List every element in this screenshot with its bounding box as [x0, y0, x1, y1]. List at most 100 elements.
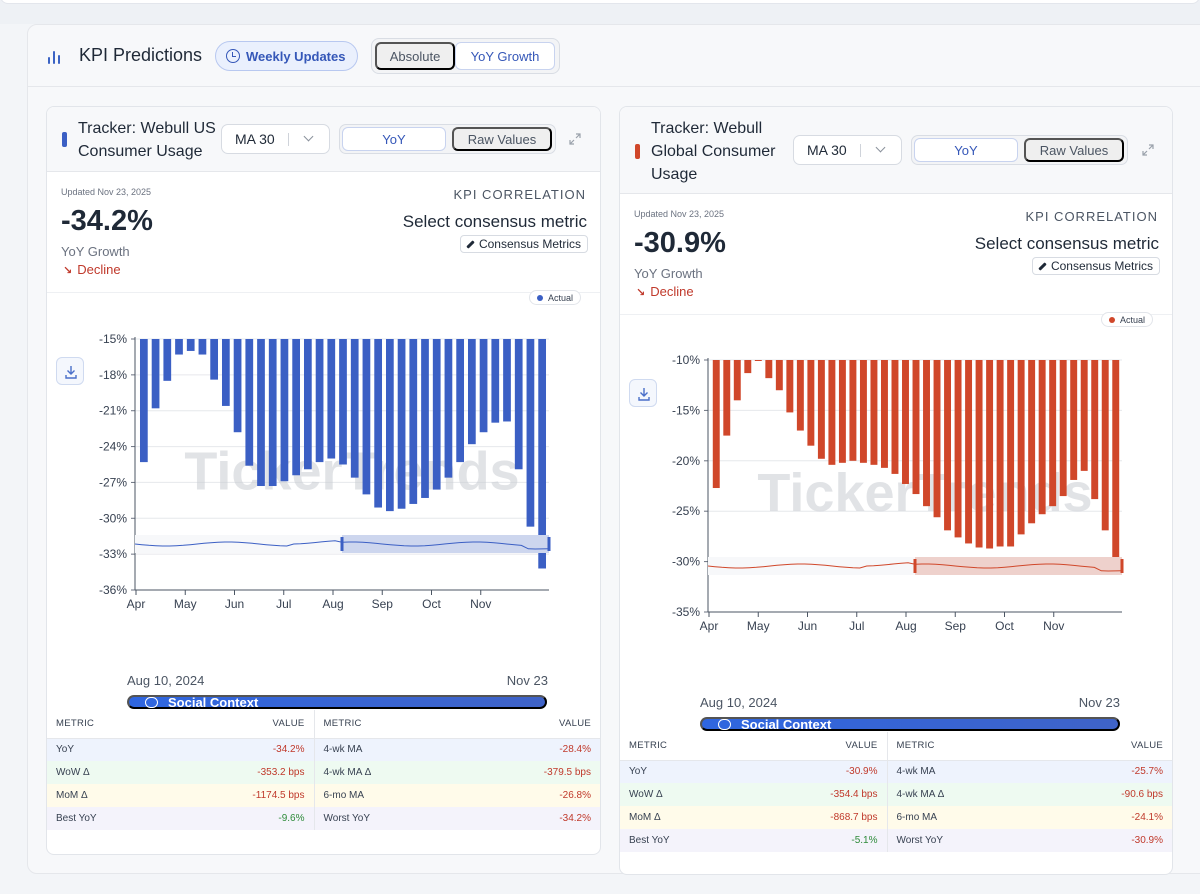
- bar[interactable]: [807, 360, 815, 446]
- bar[interactable]: [870, 360, 878, 465]
- bar[interactable]: [503, 339, 511, 422]
- bar[interactable]: [786, 360, 794, 413]
- chart-legend[interactable]: Actual: [1100, 312, 1153, 327]
- bar[interactable]: [339, 339, 347, 465]
- bar[interactable]: [828, 360, 836, 465]
- bar[interactable]: [944, 360, 952, 531]
- bar[interactable]: [1028, 360, 1036, 524]
- bar[interactable]: [744, 360, 752, 374]
- bar[interactable]: [467, 339, 476, 445]
- download-button[interactable]: [56, 357, 84, 385]
- bar[interactable]: [421, 339, 429, 498]
- bar[interactable]: [975, 360, 983, 548]
- bar[interactable]: [923, 360, 930, 507]
- social-context-button[interactable]: Social Context: [700, 717, 1120, 732]
- bar[interactable]: [712, 360, 720, 489]
- absolute-toggle-button[interactable]: Absolute: [375, 42, 455, 70]
- bar[interactable]: [796, 360, 804, 431]
- bar[interactable]: [268, 339, 277, 487]
- bar[interactable]: [163, 339, 172, 381]
- bar[interactable]: [954, 360, 962, 538]
- bar[interactable]: [350, 339, 359, 478]
- bar[interactable]: [479, 339, 488, 433]
- bar[interactable]: [996, 360, 1004, 547]
- bar[interactable]: [1038, 360, 1046, 515]
- select-consensus-metric[interactable]: Select consensus metric: [974, 234, 1159, 253]
- bar[interactable]: [765, 360, 773, 379]
- bar[interactable]: [817, 360, 825, 459]
- bar[interactable]: [754, 360, 762, 361]
- bar[interactable]: [1080, 360, 1088, 471]
- range-handle-right[interactable]: [1120, 559, 1124, 573]
- bar[interactable]: [526, 339, 535, 527]
- bar[interactable]: [409, 339, 418, 504]
- bar[interactable]: [775, 360, 783, 391]
- bar[interactable]: [280, 339, 289, 482]
- bar[interactable]: [397, 339, 406, 509]
- bar[interactable]: [965, 360, 973, 544]
- social-context-button[interactable]: Social Context: [127, 695, 547, 710]
- bar[interactable]: [538, 339, 547, 569]
- bar[interactable]: [432, 339, 441, 490]
- bar[interactable]: [849, 360, 857, 461]
- bar[interactable]: [175, 339, 183, 355]
- bar[interactable]: [1017, 360, 1025, 535]
- moving-average-select[interactable]: MA 30: [793, 135, 902, 165]
- chart-legend[interactable]: Actual: [528, 290, 581, 305]
- bar[interactable]: [1059, 360, 1067, 497]
- bar[interactable]: [912, 360, 920, 495]
- download-button[interactable]: [629, 379, 657, 407]
- bar[interactable]: [257, 339, 265, 487]
- bar[interactable]: [891, 360, 899, 474]
- bar[interactable]: [327, 339, 336, 459]
- bar[interactable]: [1101, 360, 1109, 531]
- weekly-updates-button[interactable]: Weekly Updates: [215, 41, 359, 71]
- bar[interactable]: [1070, 360, 1078, 480]
- bar[interactable]: [198, 339, 207, 355]
- bar[interactable]: [859, 360, 867, 463]
- raw-values-toggle-button[interactable]: Raw Values: [452, 127, 552, 151]
- bar[interactable]: [514, 339, 523, 470]
- bar[interactable]: [1007, 360, 1015, 547]
- bar[interactable]: [245, 339, 254, 466]
- moving-average-select[interactable]: MA 30: [221, 124, 330, 154]
- range-handle-left[interactable]: [913, 559, 917, 573]
- bar[interactable]: [723, 360, 731, 436]
- bar[interactable]: [491, 339, 500, 423]
- bar[interactable]: [838, 360, 846, 463]
- bar[interactable]: [374, 339, 383, 508]
- metric-value: -379.5 bps: [543, 767, 591, 778]
- bar[interactable]: [1049, 360, 1057, 507]
- consensus-metrics-button[interactable]: Consensus Metrics: [1031, 257, 1160, 275]
- bar[interactable]: [233, 339, 242, 433]
- select-consensus-metric[interactable]: Select consensus metric: [402, 212, 587, 231]
- bar[interactable]: [139, 339, 148, 463]
- bar[interactable]: [186, 339, 195, 351]
- yoy-growth-toggle-button[interactable]: YoY Growth: [455, 42, 555, 70]
- range-handle-left[interactable]: [340, 537, 344, 551]
- expand-icon[interactable]: [569, 133, 581, 145]
- bar[interactable]: [315, 339, 324, 463]
- bar[interactable]: [456, 339, 465, 463]
- bar[interactable]: [210, 339, 219, 380]
- raw-values-toggle-button[interactable]: Raw Values: [1024, 138, 1124, 162]
- range-handle-right[interactable]: [547, 537, 551, 551]
- bar[interactable]: [933, 360, 941, 518]
- expand-icon[interactable]: [1142, 144, 1154, 156]
- bar[interactable]: [151, 339, 160, 409]
- bar[interactable]: [221, 339, 230, 406]
- bar[interactable]: [880, 360, 888, 468]
- consensus-metrics-button[interactable]: Consensus Metrics: [459, 235, 588, 253]
- yoy-toggle-button[interactable]: YoY: [914, 138, 1018, 162]
- bar[interactable]: [1091, 360, 1099, 500]
- bar[interactable]: [444, 339, 453, 478]
- bar[interactable]: [385, 339, 394, 512]
- bar[interactable]: [902, 360, 909, 484]
- bar[interactable]: [1112, 360, 1120, 571]
- bar[interactable]: [292, 339, 301, 476]
- bar[interactable]: [986, 360, 994, 549]
- bar[interactable]: [303, 339, 312, 470]
- bar[interactable]: [362, 339, 371, 495]
- yoy-toggle-button[interactable]: YoY: [342, 127, 446, 151]
- bar[interactable]: [733, 360, 741, 401]
